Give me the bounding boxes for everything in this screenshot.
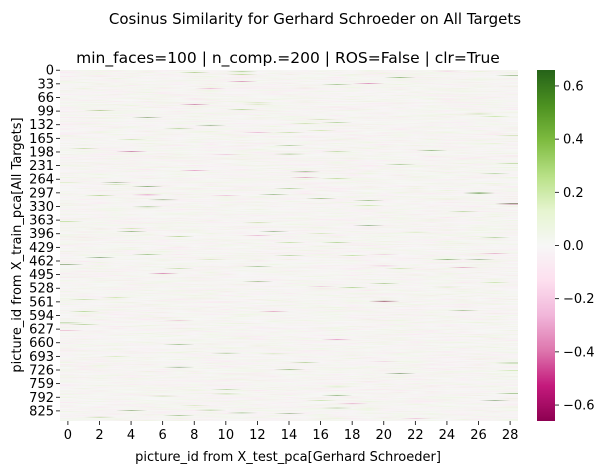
y-tick-label: 627 [29,323,54,338]
y-axis: 0336699132165198231264297330363396429462… [29,64,60,419]
y-tick-label: 594 [29,309,54,324]
y-tick-label: 330 [29,200,54,215]
y-tick-label: 231 [29,159,54,174]
heatmap-cells [60,70,518,421]
colorbar-tick-label: −0.4 [563,345,595,360]
colorbar-tick-label: −0.6 [563,399,595,414]
y-axis-label: picture_id from X_train_pca[All Targets] [10,117,25,372]
y-tick-label: 396 [29,227,54,242]
y-tick-label: 132 [29,118,54,133]
y-tick-label: 792 [29,391,54,406]
colorbar-tick-label: 0.2 [563,186,584,201]
y-tick-label: 429 [29,241,54,256]
colorbar-tick-label: 0.6 [563,79,584,94]
x-tick-label: 24 [439,428,456,443]
x-tick-label: 28 [502,428,519,443]
y-tick-label: 759 [29,377,54,392]
x-tick-label: 20 [375,428,392,443]
x-tick-label: 12 [249,428,266,443]
x-axis-label: picture_id from X_test_pca[Gerhard Schro… [135,450,441,465]
x-tick-label: 10 [218,428,235,443]
x-tick-label: 14 [281,428,298,443]
x-tick-label: 2 [95,428,103,443]
y-tick-label: 528 [29,282,54,297]
x-tick-label: 6 [159,428,167,443]
y-tick-label: 99 [37,105,54,120]
figure-suptitle: Cosinus Similarity for Gerhard Schroeder… [109,10,521,28]
x-tick-label: 18 [344,428,361,443]
y-tick-label: 264 [29,173,54,188]
y-tick-label: 0 [46,64,54,79]
y-tick-label: 561 [29,295,54,310]
x-tick-label: 16 [312,428,329,443]
x-tick-label: 26 [470,428,487,443]
y-tick-label: 495 [29,268,54,283]
x-tick-label: 0 [64,428,72,443]
colorbar-ticks: −0.6 −0.4 −0.2 0.0 0.2 0.4 0.6 [555,79,595,414]
heatmap-plot-area [60,70,518,421]
y-tick-label: 660 [29,336,54,351]
y-tick-label: 825 [29,404,54,419]
colorbar-gradient [537,70,555,421]
y-tick-label: 66 [37,91,54,106]
colorbar-tick-label: 0.0 [563,239,584,254]
x-axis: 0 2 4 6 8 10 12 14 16 18 20 22 24 26 28 [64,421,519,443]
y-tick-label: 363 [29,214,54,229]
y-tick-label: 198 [29,145,54,160]
colorbar-tick-label: 0.4 [563,133,584,148]
chart-title: min_faces=100 | n_comp.=200 | ROS=False … [76,49,500,68]
x-tick-label: 22 [407,428,424,443]
y-tick-label: 726 [29,364,54,379]
y-tick-label: 297 [29,186,54,201]
y-tick-label: 462 [29,254,54,269]
x-tick-label: 8 [190,428,198,443]
colorbar: −0.6 −0.4 −0.2 0.0 0.2 0.4 0.6 [537,70,595,421]
y-tick-label: 165 [29,132,54,147]
colorbar-tick-label: −0.2 [563,292,595,307]
y-tick-label: 33 [37,77,54,92]
x-tick-label: 4 [127,428,135,443]
y-tick-label: 693 [29,350,54,365]
